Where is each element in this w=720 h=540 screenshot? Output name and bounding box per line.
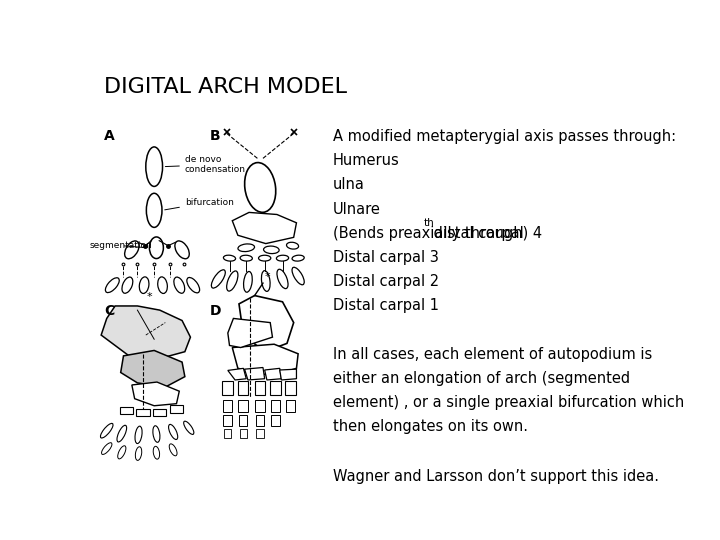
FancyBboxPatch shape [224, 429, 231, 438]
Text: *: * [265, 272, 270, 282]
FancyBboxPatch shape [136, 409, 150, 416]
FancyBboxPatch shape [271, 415, 280, 426]
Polygon shape [121, 350, 185, 387]
Polygon shape [265, 368, 282, 380]
Polygon shape [233, 344, 298, 376]
Text: either an elongation of arch (segmented: either an elongation of arch (segmented [333, 371, 630, 386]
Text: Ulnare: Ulnare [333, 201, 381, 217]
Text: DIGITAL ARCH MODEL: DIGITAL ARCH MODEL [104, 77, 347, 97]
FancyBboxPatch shape [170, 406, 183, 413]
Text: element) , or a single preaxial bifurcation which: element) , or a single preaxial bifurcat… [333, 395, 684, 410]
FancyBboxPatch shape [120, 407, 133, 414]
FancyBboxPatch shape [286, 400, 295, 412]
FancyBboxPatch shape [285, 381, 296, 395]
Text: Wagner and Larsson don’t support this idea.: Wagner and Larsson don’t support this id… [333, 469, 659, 483]
FancyBboxPatch shape [238, 400, 248, 412]
Text: ulna: ulna [333, 178, 364, 192]
FancyBboxPatch shape [238, 381, 248, 395]
Polygon shape [101, 306, 190, 360]
Text: *: * [147, 292, 153, 302]
Polygon shape [245, 368, 265, 380]
Text: de novo
condensation: de novo condensation [166, 155, 246, 174]
Text: A modified metapterygial axis passes through:: A modified metapterygial axis passes thr… [333, 129, 676, 144]
FancyBboxPatch shape [255, 400, 265, 412]
Text: distal carpal: distal carpal [428, 226, 523, 241]
FancyBboxPatch shape [222, 381, 233, 395]
Text: In all cases, each element of autopodium is: In all cases, each element of autopodium… [333, 347, 652, 362]
FancyBboxPatch shape [271, 400, 280, 412]
FancyBboxPatch shape [223, 415, 232, 426]
Text: B: B [210, 129, 220, 143]
Polygon shape [132, 382, 179, 406]
Text: Humerus: Humerus [333, 153, 400, 168]
Text: segmentation: segmentation [90, 241, 153, 250]
FancyBboxPatch shape [153, 409, 166, 416]
Polygon shape [239, 295, 294, 352]
FancyBboxPatch shape [240, 429, 247, 438]
Text: C: C [104, 304, 114, 318]
Text: A: A [104, 129, 114, 143]
Text: (Bends preaxially through) 4: (Bends preaxially through) 4 [333, 226, 542, 241]
Text: then elongates on its own.: then elongates on its own. [333, 420, 528, 435]
Polygon shape [279, 369, 297, 380]
Polygon shape [228, 368, 246, 380]
FancyBboxPatch shape [270, 381, 281, 395]
Text: th: th [423, 218, 434, 228]
Text: bifurcation: bifurcation [165, 198, 234, 210]
Text: D: D [210, 304, 222, 318]
FancyBboxPatch shape [256, 415, 264, 426]
FancyBboxPatch shape [255, 381, 265, 395]
Text: Distal carpal 3: Distal carpal 3 [333, 250, 438, 265]
FancyBboxPatch shape [222, 400, 233, 412]
Text: Distal carpal 1: Distal carpal 1 [333, 298, 438, 313]
Polygon shape [228, 319, 272, 348]
FancyBboxPatch shape [239, 415, 248, 426]
Text: Distal carpal 2: Distal carpal 2 [333, 274, 439, 289]
FancyBboxPatch shape [256, 429, 264, 438]
